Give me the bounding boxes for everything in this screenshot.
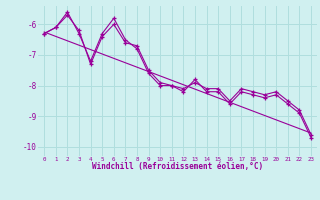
X-axis label: Windchill (Refroidissement éolien,°C): Windchill (Refroidissement éolien,°C) [92,162,263,171]
